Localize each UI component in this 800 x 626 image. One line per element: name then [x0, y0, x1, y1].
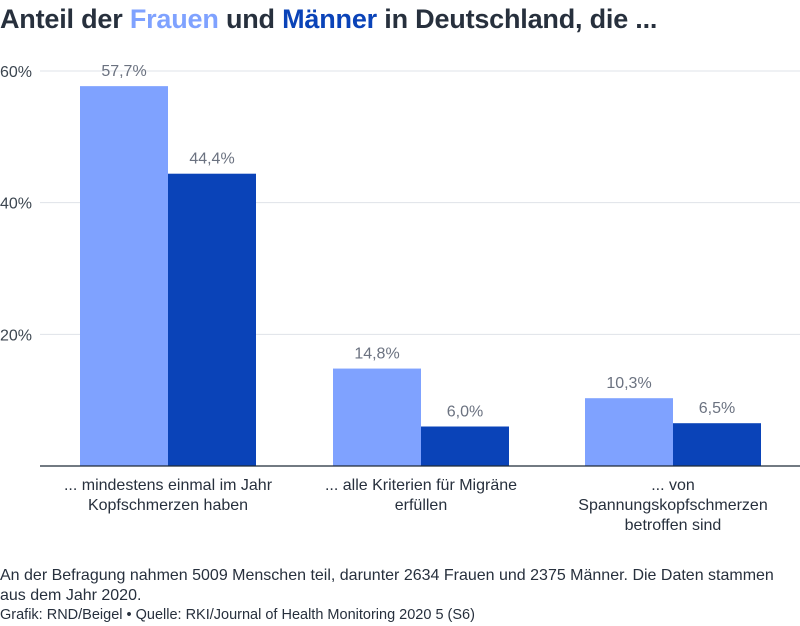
data-label: 10,3%	[606, 375, 651, 392]
title-men-legend: Männer	[282, 4, 377, 34]
bar-chart: 20% 40% 60% 57,7% 14,8% 10,3% 44,4% 6,0% 6,5%...…	[0, 63, 800, 534]
title-middle: und	[218, 4, 283, 34]
y-tick-label: 60%	[0, 64, 32, 81]
x-tick-label: ... von	[651, 477, 695, 494]
title-suffix: in Deutschland, die ...	[376, 4, 658, 34]
data-label: 44,4%	[189, 151, 234, 168]
bar-frauen-2	[333, 368, 421, 466]
bar-frauen-3	[585, 398, 673, 466]
chart-title: Anteil der Frauen und Männer in Deutschl…	[0, 4, 800, 35]
data-label: 57,7%	[101, 63, 146, 80]
title-women-legend: Frauen	[129, 4, 219, 34]
y-tick-label: 20%	[0, 327, 32, 344]
y-tick-label: 40%	[0, 196, 32, 213]
data-label: 14,8%	[354, 346, 399, 363]
chart-source: Grafik: RND/Beigel • Quelle: RKI/Journal…	[0, 607, 475, 623]
x-tick-label: ... alle Kriterien für Migräne	[325, 477, 517, 494]
data-label: 6,0%	[447, 404, 483, 421]
bar-männer-1	[168, 173, 256, 466]
x-tick-label: Spannungskopfschmerzen	[578, 497, 767, 514]
bar-männer-2	[421, 426, 509, 466]
chart-note: An der Befragung nahmen 5009 Menschen te…	[0, 567, 774, 604]
bar-frauen-1	[80, 86, 168, 467]
x-tick-label: erfüllen	[395, 497, 447, 514]
title-prefix: Anteil der	[0, 4, 130, 34]
x-tick-label: Kopfschmerzen haben	[88, 497, 248, 514]
data-label: 6,5%	[699, 400, 735, 417]
x-tick-label: ... mindestens einmal im Jahr	[64, 477, 273, 494]
bar-männer-3	[673, 423, 761, 466]
x-tick-label: betroffen sind	[625, 517, 722, 534]
